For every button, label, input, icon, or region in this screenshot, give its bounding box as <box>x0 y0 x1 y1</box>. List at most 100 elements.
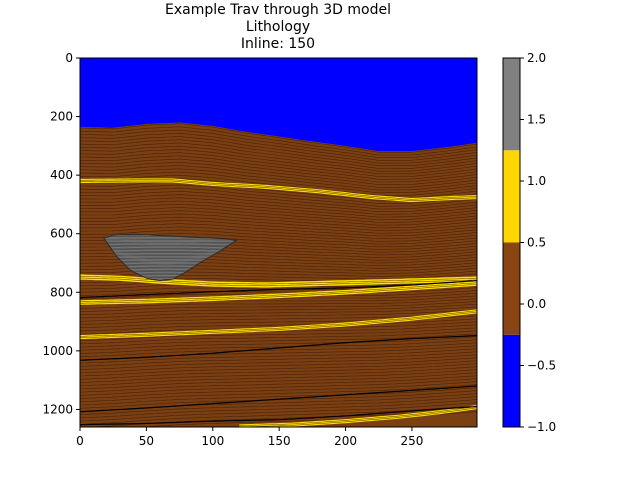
sediment-line <box>80 203 477 221</box>
sediment-line <box>80 139 477 167</box>
colorbar-tick-label: −1.0 <box>527 420 556 434</box>
sediment-line <box>80 336 477 351</box>
colorbar-band <box>503 242 520 335</box>
sand-layer-line <box>80 310 477 337</box>
sediment-line <box>80 303 477 316</box>
sediment-line <box>80 165 477 188</box>
colorbar-band <box>503 334 520 427</box>
sediment-line <box>80 216 477 231</box>
sand-layer <box>80 274 477 288</box>
sediment-line <box>80 136 477 164</box>
colorbar-tick-label: 1.0 <box>527 174 546 188</box>
chart-title: Example Trav through 3D model Lithology … <box>165 2 391 52</box>
sediment-line <box>80 207 477 223</box>
sediment-line <box>80 381 477 399</box>
x-axis: 0 50 100 150 200 250 <box>76 427 423 448</box>
sediment-line <box>80 298 477 309</box>
sediment-line <box>80 357 477 374</box>
sand-layer <box>80 178 477 202</box>
sediment-line <box>80 333 477 348</box>
y-tick-label: 600 <box>50 227 73 241</box>
sediment-line <box>80 327 477 341</box>
y-tick-label: 400 <box>50 168 73 182</box>
sediment-line <box>80 366 477 383</box>
sediment-line <box>80 309 477 322</box>
sediment-line <box>80 129 477 158</box>
sediment-line <box>80 301 477 312</box>
sand-layer <box>80 309 477 340</box>
x-tick-label: 250 <box>400 434 423 448</box>
x-tick-label: 100 <box>201 434 224 448</box>
sediment-line <box>80 360 477 377</box>
sediment-line <box>80 197 477 215</box>
sand-layer-line <box>80 180 477 201</box>
colorbar-tick-label: 0.5 <box>527 236 546 250</box>
colorbar-band <box>503 150 520 243</box>
sediment-line <box>80 171 477 194</box>
sediment-line <box>80 339 477 354</box>
title-line-2: Lithology <box>246 19 310 35</box>
sediment-line <box>80 402 477 422</box>
sediment-line <box>80 161 477 185</box>
sediment-line <box>80 200 477 218</box>
sediment-line <box>80 187 477 207</box>
y-tick-label: 0 <box>65 51 73 65</box>
sediment-line <box>80 312 477 325</box>
sediment-line <box>80 384 477 403</box>
sand-layer-line <box>80 284 477 304</box>
sediment-line <box>80 375 477 393</box>
title-line-3: Inline: 150 <box>241 36 315 52</box>
sediment-line <box>80 330 477 345</box>
colorbar-tick-label: 2.0 <box>527 51 546 65</box>
sand-layer-line <box>80 277 477 287</box>
sediment-line <box>80 194 477 212</box>
y-tick-label: 200 <box>50 110 73 124</box>
sediment-line <box>80 220 477 234</box>
sediment-line <box>80 168 477 191</box>
x-tick-label: 150 <box>268 434 291 448</box>
sand-layer-line <box>239 406 477 426</box>
sediment-line <box>80 149 477 175</box>
title-line-1: Example Trav through 3D model <box>165 2 391 18</box>
sediment-line <box>80 342 477 357</box>
colorbar-tick-label: 0.0 <box>527 297 546 311</box>
horizon-line <box>80 280 477 299</box>
y-tick-label: 1000 <box>42 344 73 358</box>
x-tick-label: 200 <box>334 434 357 448</box>
x-tick-label: 0 <box>76 434 84 448</box>
sand-layer-line <box>239 407 477 427</box>
y-tick-label: 800 <box>50 285 73 299</box>
sediment-line <box>80 369 477 386</box>
sediment-line <box>80 145 477 172</box>
x-tick-label: 50 <box>139 434 154 448</box>
sediment-line <box>80 158 477 183</box>
horizon-line <box>80 335 477 361</box>
sediment-line <box>80 223 477 237</box>
sediment-line <box>80 184 477 204</box>
sediment-line <box>80 351 477 367</box>
sediment-line <box>80 399 477 419</box>
sediment-line <box>80 378 477 396</box>
salt-line <box>103 247 237 249</box>
water-layer <box>80 58 477 152</box>
sand-layer-line <box>80 179 477 200</box>
sediment-line <box>80 354 477 370</box>
sediment-line <box>80 142 477 169</box>
sediment-line <box>80 306 477 319</box>
sediment-line <box>80 213 477 229</box>
colorbar-tick-label: 1.5 <box>527 113 546 127</box>
salt-line <box>103 250 237 252</box>
sand-layer-line <box>80 311 477 339</box>
y-axis: 0 200 400 600 800 1000 1200 <box>42 51 80 416</box>
sand-layer-line <box>80 275 477 285</box>
colorbar-tick-label: −0.5 <box>527 359 556 373</box>
sediment-line <box>80 348 477 364</box>
sediment-line <box>80 155 477 180</box>
plot-area <box>80 58 477 427</box>
plot-frame <box>79 57 478 428</box>
colorbar: 2.0 1.5 1.0 0.5 0.0 −0.5 −1.0 <box>502 51 556 434</box>
sediment-line <box>80 152 477 177</box>
sediment-line <box>80 396 477 415</box>
salt-line <box>103 249 237 251</box>
